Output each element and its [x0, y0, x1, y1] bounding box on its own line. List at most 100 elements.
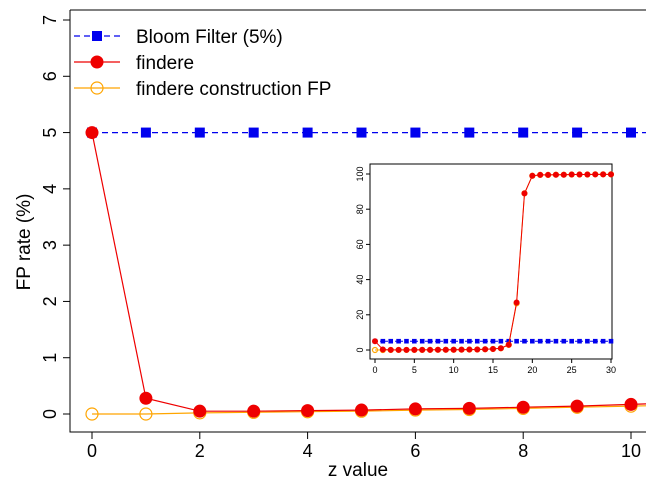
data-point-findere: [408, 402, 422, 416]
inset-series-findere: [372, 171, 614, 353]
x-tick-label: 2: [195, 441, 205, 461]
inset-data-point-bloom-filter-5: [585, 338, 590, 344]
data-point-bloom-filter-5: [572, 127, 583, 138]
inset-data-point-bloom-filter-5: [396, 338, 401, 344]
inset-x-tick-label: 15: [488, 365, 498, 375]
data-point-findere: [247, 404, 261, 418]
y-tick-label: 2: [40, 296, 60, 306]
inset-y-tick-label: 100: [355, 166, 365, 181]
data-point-findere-construction-fp: [139, 407, 153, 421]
inset-x-tick-label: 0: [372, 365, 377, 375]
y-tick-label: 7: [40, 15, 60, 25]
inset-data-point-bloom-filter-5: [443, 338, 449, 344]
inset-data-point-bloom-filter-5: [506, 338, 512, 344]
inset-chart: 0 5 10 15 20 25 30 0 20 40 60 80 100: [355, 163, 616, 375]
inset-x-tick-label: 25: [567, 365, 577, 375]
y-tick-label: 3: [40, 240, 60, 250]
legend-marker-findere-construction-fp: [90, 81, 104, 95]
inset-data-point-findere-construction-fp: [371, 346, 379, 354]
plot-frame-left-bottom: [69, 10, 646, 433]
inset-data-point-bloom-filter-5: [474, 338, 480, 344]
data-point-findere: [516, 400, 530, 414]
series-line-findere-construction-fp: [92, 405, 646, 415]
inset-data-point-findere: [387, 346, 394, 353]
data-point-bloom-filter-5: [410, 127, 421, 138]
inset-data-point-findere: [372, 338, 378, 345]
inset-data-point-bloom-filter-5: [514, 338, 519, 344]
inset-data-point-findere: [450, 346, 457, 353]
inset-data-point-findere: [403, 346, 410, 353]
data-point-bloom-filter-5: [302, 127, 313, 138]
inset-data-point-bloom-filter-5: [569, 338, 574, 344]
legend-marker-findere: [90, 55, 104, 69]
inset-data-point-findere: [521, 190, 528, 197]
inset-data-point-findere: [419, 346, 426, 353]
legend-label-findere: findere: [136, 53, 194, 74]
data-point-findere: [624, 397, 638, 411]
inset-data-point-findere: [395, 346, 402, 353]
inset-data-point-bloom-filter-5: [553, 338, 559, 344]
data-point-findere: [193, 404, 207, 418]
inset-data-point-findere: [529, 172, 536, 179]
main-series: [85, 126, 646, 421]
inset-y-tick-label: 60: [355, 239, 365, 249]
y-axis-title: FP rate (%): [14, 194, 35, 291]
series-findere: [85, 126, 646, 418]
inset-y-tick-label: 80: [355, 204, 365, 214]
inset-data-point-bloom-filter-5: [592, 338, 598, 344]
series-bloom-filter-5: [87, 127, 646, 138]
inset-data-point-bloom-filter-5: [482, 338, 488, 344]
inset-data-point-findere: [537, 171, 544, 178]
inset-data-point-bloom-filter-5: [459, 338, 464, 344]
x-axis-title: z value: [328, 460, 388, 481]
x-tick-label: 4: [303, 441, 313, 461]
legend-label-findere-construction-fp: findere construction FP: [136, 79, 331, 100]
inset-data-point-bloom-filter-5: [530, 338, 535, 344]
inset-y-tick-label: 20: [355, 310, 365, 320]
inset-data-point-bloom-filter-5: [435, 338, 441, 344]
x-tick-label: 0: [87, 441, 97, 461]
data-point-bloom-filter-5: [464, 127, 475, 138]
inset-data-point-bloom-filter-5: [545, 338, 551, 344]
inset-data-point-bloom-filter-5: [537, 338, 543, 344]
inset-data-point-bloom-filter-5: [561, 338, 567, 344]
inset-data-point-findere: [552, 171, 559, 178]
data-point-findere: [355, 403, 368, 417]
inset-data-point-bloom-filter-5: [467, 338, 472, 344]
y-tick-label: 0: [40, 409, 60, 419]
inset-data-point-findere: [608, 171, 614, 178]
inset-data-point-findere: [490, 345, 496, 352]
inset-series-bloom-filter-5: [372, 338, 614, 344]
y-tick-label: 1: [40, 353, 60, 363]
inset-data-point-findere: [592, 171, 599, 178]
inset-data-point-findere: [560, 171, 567, 178]
inset-data-point-findere: [474, 346, 481, 353]
data-point-findere: [139, 391, 153, 405]
x-tick-label: 10: [621, 441, 641, 461]
inset-x-tick-label: 10: [449, 365, 459, 375]
inset-data-point-bloom-filter-5: [498, 338, 504, 344]
inset-data-point-findere: [379, 346, 386, 353]
inset-x-tick-label: 5: [412, 365, 417, 375]
inset-data-point-findere: [434, 346, 441, 353]
legend-marker-bloom-filter-5: [92, 31, 102, 41]
inset-data-point-findere: [427, 346, 434, 353]
inset-data-point-findere: [411, 346, 418, 353]
inset-x-tick-label: 20: [527, 365, 537, 375]
inset-data-point-bloom-filter-5: [404, 338, 409, 344]
inset-data-point-bloom-filter-5: [427, 338, 433, 344]
inset-data-point-findere: [584, 171, 591, 178]
inset-data-point-bloom-filter-5: [490, 338, 496, 344]
inset-data-point-findere: [545, 171, 552, 178]
inset-data-point-findere: [466, 346, 473, 353]
inset-data-point-findere: [600, 171, 607, 178]
inset-data-point-findere: [505, 341, 512, 348]
inset-data-point-findere: [458, 346, 465, 353]
inset-data-point-bloom-filter-5: [577, 338, 582, 344]
data-point-bloom-filter-5: [518, 127, 529, 138]
legend-label-bloom-filter-5: Bloom Filter (5%): [136, 27, 283, 48]
data-point-bloom-filter-5: [140, 127, 151, 138]
inset-data-point-bloom-filter-5: [388, 338, 394, 344]
inset-data-point-bloom-filter-5: [608, 338, 614, 344]
